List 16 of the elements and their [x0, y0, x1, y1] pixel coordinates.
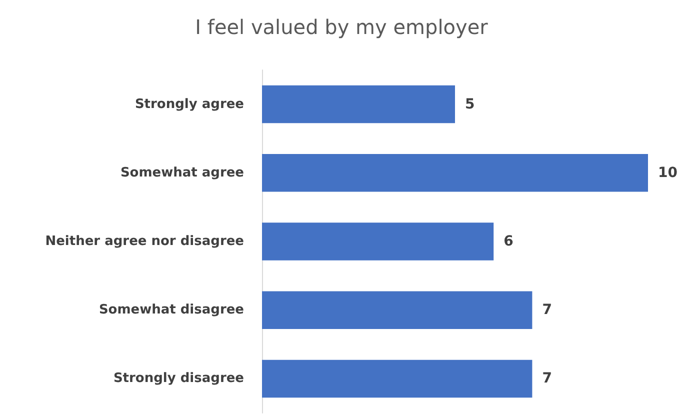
data-label: 7 [542, 302, 552, 318]
chart-title: I feel valued by my employer [195, 15, 489, 39]
bar [262, 360, 532, 398]
data-label: 5 [465, 96, 475, 112]
y-tick-label: Strongly agree [134, 96, 244, 112]
y-tick-label: Neither agree nor disagree [45, 234, 244, 249]
y-tick-label: Strongly disagree [113, 371, 244, 386]
bar [262, 154, 648, 192]
bar [262, 291, 532, 329]
y-tick-label: Somewhat agree [120, 165, 244, 180]
bar [262, 222, 494, 260]
y-tick-label: Somewhat disagree [98, 302, 244, 318]
bar [262, 85, 455, 124]
data-label: 10 [658, 164, 678, 181]
data-label: 7 [542, 370, 552, 387]
data-label: 6 [504, 234, 514, 250]
